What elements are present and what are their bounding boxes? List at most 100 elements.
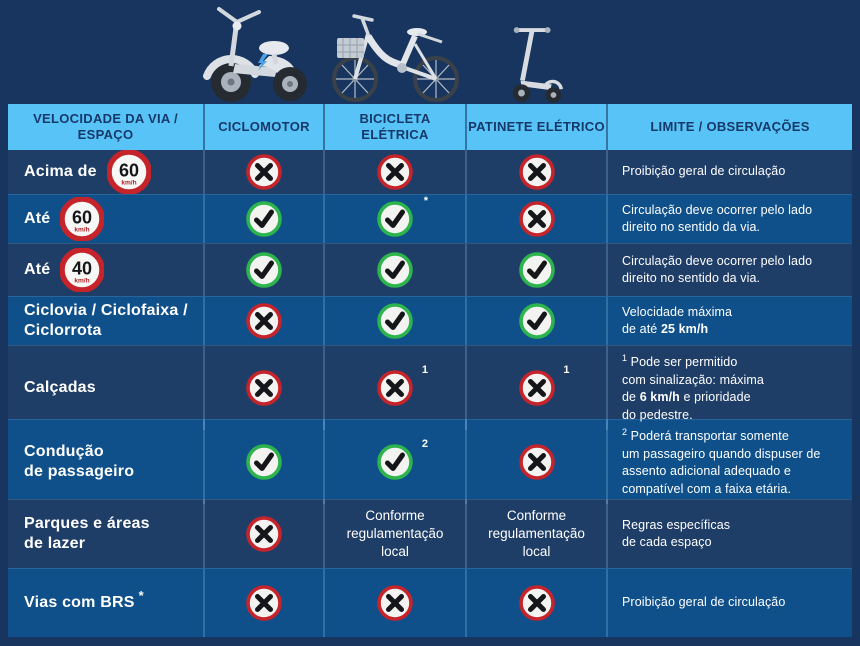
table-row: Calçadas 1 1 1 Pode ser permitido com sinal… bbox=[8, 345, 852, 431]
table-row: Acima de 60 km/h Proibição geral de circula… bbox=[8, 150, 852, 194]
ciclomotor-cell bbox=[203, 500, 323, 568]
cross-icon bbox=[518, 585, 555, 621]
bicicleta-cell: Conforme regulamentação local bbox=[323, 500, 465, 568]
svg-text:km/h: km/h bbox=[75, 278, 90, 285]
check-icon bbox=[377, 303, 413, 339]
table-header: VELOCIDADE DA VIA / ESPAÇO CICLOMOTOR BI… bbox=[8, 104, 852, 150]
svg-text:60: 60 bbox=[119, 161, 139, 181]
row-label-cell: Condução de passageiro bbox=[8, 420, 203, 504]
check-icon: * bbox=[377, 196, 428, 237]
row-label: Condução de passageiro bbox=[24, 443, 135, 481]
observation-text: 1 Pode ser permitido com sinalização: má… bbox=[622, 353, 764, 422]
row-label: Até bbox=[24, 261, 51, 278]
row-label: Ciclovia / Ciclofaixa / Ciclorrota bbox=[24, 302, 188, 339]
column-header-patinete-eletrico: PATINETE ELÉTRICO bbox=[465, 104, 606, 150]
bicicleta-cell: 1 bbox=[323, 346, 465, 431]
observation-text: Proibição geral de circulação bbox=[622, 164, 786, 179]
patinete-cell bbox=[465, 420, 606, 505]
svg-text:40: 40 bbox=[72, 259, 92, 279]
cross-icon: 1 bbox=[377, 365, 428, 406]
check-icon bbox=[246, 252, 282, 288]
row-label-cell: Calçadas bbox=[8, 346, 203, 430]
check-icon bbox=[518, 252, 555, 288]
column-header-limite-observacoes: LIMITE / OBSERVAÇÕES bbox=[606, 104, 852, 150]
column-header-bicicleta-eletrica: BICICLETA ELÉTRICA bbox=[323, 104, 465, 150]
observation-text: Velocidade máxima de até 25 km/h bbox=[622, 304, 733, 337]
cross-icon bbox=[246, 154, 282, 190]
patinete-cell bbox=[465, 297, 606, 345]
row-label: Calçadas bbox=[24, 379, 96, 397]
ciclomotor-cell bbox=[203, 420, 323, 505]
table-row: Até 60 km/h * Circulação deve ocorrer pelo l… bbox=[8, 194, 852, 243]
cross-icon bbox=[518, 444, 555, 480]
observation-text: 2 Poderá transportar somente um passagei… bbox=[622, 427, 821, 496]
check-icon bbox=[377, 252, 413, 288]
svg-text:km/h: km/h bbox=[75, 227, 90, 234]
row-label: Vias com BRS bbox=[24, 594, 135, 611]
observations-cell: Circulação deve ocorrer pelo lado direit… bbox=[606, 195, 852, 243]
cross-icon bbox=[246, 516, 282, 552]
table-row: Até 40 km/h Circulação deve ocorrer pelo la… bbox=[8, 243, 852, 296]
observation-text: Regras específicas de cada espaço bbox=[622, 517, 731, 550]
icon-superscript: * bbox=[423, 195, 428, 207]
observations-cell: 1 Pode ser permitido com sinalização: má… bbox=[606, 346, 852, 431]
label-asterisk: * bbox=[138, 587, 144, 603]
patinete-cell bbox=[465, 150, 606, 194]
column-header-velocidade-espaco: VELOCIDADE DA VIA / ESPAÇO bbox=[8, 104, 203, 150]
observations-cell: Regras específicas de cada espaço bbox=[606, 500, 852, 568]
vehicle-band bbox=[8, 0, 852, 104]
icon-superscript: 1 bbox=[421, 364, 428, 377]
cell-text: Conforme regulamentação local bbox=[346, 507, 444, 560]
patinete-cell bbox=[465, 195, 606, 243]
bicicleta-cell: 2 bbox=[323, 420, 465, 505]
check-icon: 2 bbox=[377, 439, 428, 480]
svg-text:60: 60 bbox=[72, 208, 92, 228]
row-label-cell: Até 60 km/h bbox=[8, 195, 203, 243]
cross-icon bbox=[377, 585, 413, 621]
cross-icon bbox=[246, 585, 282, 621]
cell-text: Conforme regulamentação local bbox=[488, 507, 585, 560]
cross-icon: 1 bbox=[518, 365, 570, 406]
observation-text: Circulação deve ocorrer pelo lado direit… bbox=[622, 202, 813, 235]
row-label-cell: Acima de 60 km/h bbox=[8, 150, 203, 194]
patinete-eletrico-image bbox=[512, 27, 563, 103]
observations-cell: Velocidade máxima de até 25 km/h bbox=[606, 297, 852, 345]
row-label-cell: Parques e áreas de lazer bbox=[8, 500, 203, 568]
row-label: Acima de bbox=[24, 163, 97, 180]
check-icon bbox=[246, 444, 282, 480]
ciclomotor-cell bbox=[203, 150, 323, 194]
ciclomotor-cell bbox=[203, 346, 323, 431]
ciclomotor-cell bbox=[203, 569, 323, 637]
table-row: Vias com BRS * Proibição geral de circulaç… bbox=[8, 568, 852, 637]
row-label: Parques e áreas de lazer bbox=[24, 515, 150, 552]
check-icon bbox=[518, 303, 555, 339]
observation-text: Proibição geral de circulação bbox=[622, 595, 786, 610]
cross-icon bbox=[377, 154, 413, 190]
check-icon bbox=[246, 201, 282, 237]
column-header-ciclomotor: CICLOMOTOR bbox=[203, 104, 323, 150]
observations-cell: 2 Poderá transportar somente um passagei… bbox=[606, 420, 852, 505]
cross-icon bbox=[518, 201, 555, 237]
observations-cell: Proibição geral de circulação bbox=[606, 569, 852, 637]
patinete-cell bbox=[465, 569, 606, 637]
table-body: Acima de 60 km/h Proibição geral de circula… bbox=[8, 150, 852, 637]
ciclomotor-cell bbox=[203, 195, 323, 243]
bicicleta-cell bbox=[323, 244, 465, 296]
patinete-cell bbox=[465, 244, 606, 296]
observations-cell: Circulação deve ocorrer pelo lado direit… bbox=[606, 244, 852, 296]
row-label-cell: Até 40 km/h bbox=[8, 244, 203, 296]
ciclomotor-image bbox=[203, 7, 307, 102]
observations-cell: Proibição geral de circulação bbox=[606, 150, 852, 194]
bicicleta-cell bbox=[323, 569, 465, 637]
bicicleta-cell bbox=[323, 297, 465, 345]
patinete-cell: Conforme regulamentação local bbox=[465, 500, 606, 568]
table-row: Parques e áreas de lazer Conforme regulam… bbox=[8, 499, 852, 568]
ciclomotor-cell bbox=[203, 244, 323, 296]
icon-superscript: 1 bbox=[563, 364, 570, 377]
cross-icon bbox=[246, 370, 282, 406]
bicicleta-eletrica-image bbox=[332, 14, 459, 102]
